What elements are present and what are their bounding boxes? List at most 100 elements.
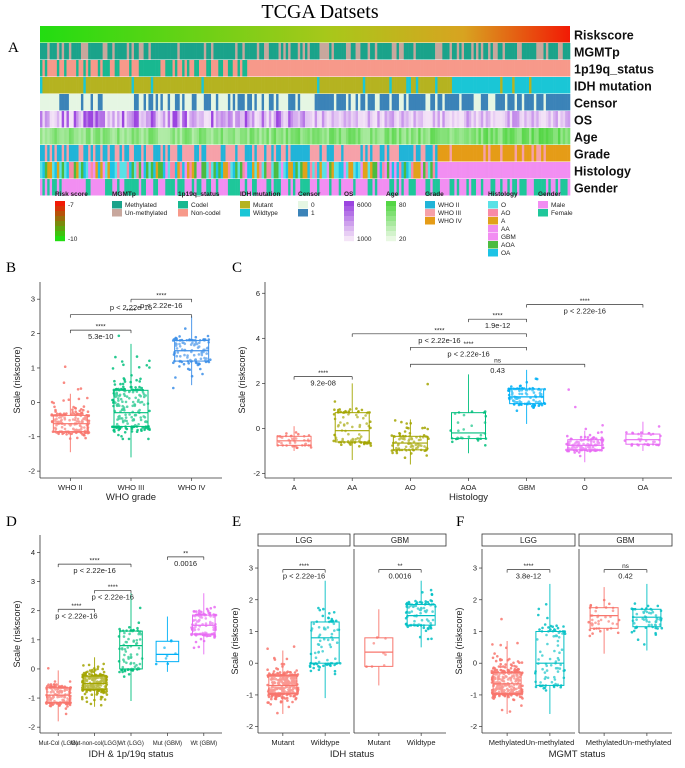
data-point: [513, 677, 516, 680]
heatmap-cell: [555, 162, 559, 179]
data-point: [76, 388, 80, 391]
data-point: [280, 441, 283, 445]
heatmap-cell: [247, 43, 250, 60]
data-point: [121, 382, 125, 386]
data-point: [318, 608, 322, 612]
heatmap-cell: [341, 111, 344, 128]
data-point: [507, 669, 511, 672]
heatmap-cell: [464, 60, 467, 77]
heatmap-cell: [271, 179, 274, 196]
data-point: [541, 654, 544, 657]
x-axis-label: IDH status: [330, 749, 375, 760]
box-mutant: [364, 609, 394, 686]
heatmap-cell: [406, 145, 409, 162]
heatmap-cell: [191, 162, 195, 179]
data-point: [333, 672, 337, 676]
heatmap-cell: [411, 162, 414, 179]
track-label: 1p19q_status: [574, 63, 654, 77]
data-point: [286, 685, 289, 689]
heatmap-cell: [88, 128, 91, 145]
heatmap-cell: [509, 128, 513, 145]
heatmap-cell: [119, 43, 123, 60]
heatmap-cell: [430, 43, 433, 60]
data-point: [557, 631, 561, 634]
heatmap-cell: [480, 94, 484, 111]
heatmap-cell: [350, 179, 354, 196]
heatmap-cell: [562, 128, 566, 145]
heatmap-cell: [170, 94, 173, 111]
heatmap-cell: [211, 94, 214, 111]
heatmap-cell: [401, 145, 405, 162]
data-point: [183, 353, 186, 357]
data-point: [520, 661, 524, 664]
heatmap-cell: [541, 162, 544, 179]
heatmap-cell: [384, 162, 388, 179]
data-point: [451, 440, 454, 444]
heatmap-cell: [567, 145, 571, 162]
legend-title-idh: IDH mutation: [240, 191, 280, 198]
data-point: [79, 387, 83, 390]
heatmap-cell: [341, 128, 344, 145]
heatmap-cell: [403, 145, 407, 162]
heatmap-cell: [517, 145, 520, 162]
heatmap-cell: [394, 111, 397, 128]
heatmap-cell: [153, 43, 156, 60]
heatmap-cell: [360, 145, 364, 162]
heatmap-cell: [420, 94, 424, 111]
significance-stars: ****: [90, 558, 101, 565]
y-tick-label: 0: [249, 659, 253, 668]
heatmap-cell: [239, 128, 243, 145]
heatmap-cell: [49, 60, 53, 77]
heatmap-cell: [476, 77, 479, 94]
heatmap-cell: [295, 145, 299, 162]
heatmap-cell: [517, 111, 520, 128]
heatmap-cell: [314, 60, 318, 77]
heatmap-cell: [377, 145, 380, 162]
heatmap-cell: [519, 128, 523, 145]
data-point: [510, 393, 514, 396]
heatmap-cell: [184, 128, 188, 145]
heatmap-cell: [394, 179, 397, 196]
heatmap-cell: [252, 179, 255, 196]
data-point: [584, 427, 588, 431]
heatmap-cell: [194, 43, 197, 60]
heatmap-cell: [377, 60, 380, 77]
heatmap-cell: [155, 145, 159, 162]
heatmap-cell: [427, 145, 431, 162]
heatmap-cell: [297, 179, 301, 196]
heatmap-cell: [283, 94, 287, 111]
heatmap-cell: [338, 111, 342, 128]
heatmap-cell: [533, 60, 537, 77]
heatmap-cell: [85, 94, 89, 111]
legend-item: GBM: [501, 234, 516, 241]
heatmap-cell: [526, 60, 530, 77]
y-tick-label: -1: [246, 690, 253, 699]
data-point: [105, 689, 108, 693]
data-point: [193, 343, 196, 347]
heatmap-cell: [464, 145, 467, 162]
heatmap-cell: [391, 43, 395, 60]
data-point: [293, 441, 297, 444]
data-point: [518, 392, 521, 396]
heatmap-cell: [425, 94, 429, 111]
heatmap-cell: [476, 128, 479, 145]
heatmap-cell: [223, 162, 226, 179]
heatmap-cell: [531, 94, 535, 111]
heatmap-cell: [550, 77, 554, 94]
heatmap-cell: [403, 162, 407, 179]
heatmap-cell: [88, 60, 91, 77]
heatmap-cell: [348, 128, 352, 145]
heatmap-cell: [521, 94, 525, 111]
data-point: [322, 664, 325, 668]
data-point: [140, 400, 144, 404]
data-point: [197, 345, 201, 348]
heatmap-cell: [567, 128, 571, 145]
data-point: [340, 443, 343, 447]
heatmap-cell: [90, 145, 94, 162]
data-point: [70, 432, 73, 436]
data-point: [636, 638, 640, 641]
heatmap-cell: [249, 94, 253, 111]
data-point: [274, 677, 278, 681]
heatmap-cell: [194, 145, 197, 162]
